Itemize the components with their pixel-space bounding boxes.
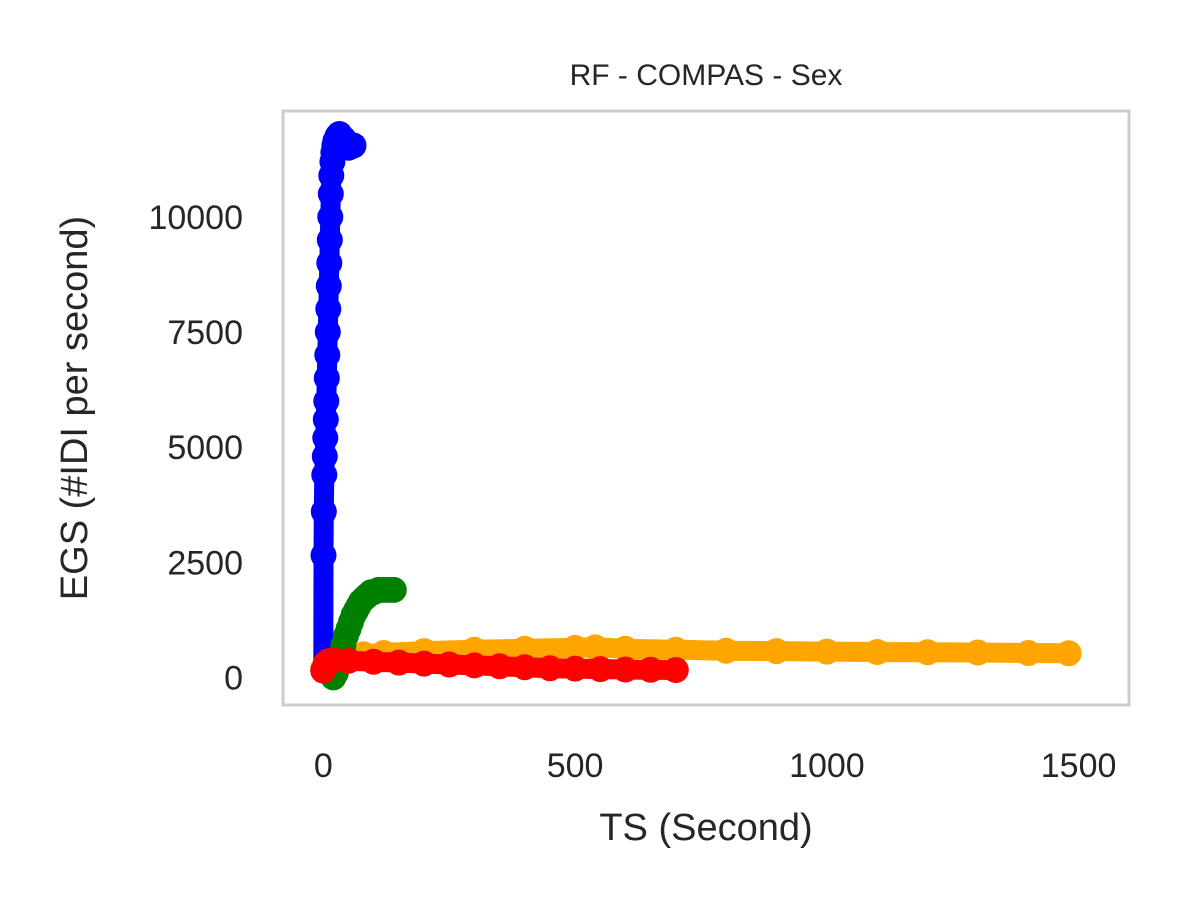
series-3-point: [436, 651, 463, 678]
series-1-point: [340, 132, 367, 159]
series-1-point: [310, 542, 337, 569]
series-1-point: [316, 250, 343, 276]
y-tick-labels: 0 2500 5000 7500 10000: [148, 199, 243, 698]
x-tick-labels: 0 500 1000 1500: [314, 747, 1117, 785]
series-1-point: [313, 365, 340, 392]
series-3-point: [587, 656, 614, 683]
series-3-point: [511, 654, 538, 681]
series-0-point: [582, 634, 609, 661]
series-3-point: [461, 652, 488, 679]
series-0-point: [813, 638, 840, 665]
y-axis-label: EGS (#IDI per second): [54, 216, 96, 600]
series-0-point: [612, 635, 639, 662]
series-0-point: [1055, 640, 1082, 667]
y-tick-label: 7500: [167, 314, 243, 352]
series-3-point: [612, 656, 639, 683]
series-0-point: [713, 637, 740, 664]
series-1-point: [314, 342, 341, 368]
series-3-point: [662, 657, 689, 683]
series-1-point: [315, 273, 342, 299]
series-3-point: [536, 655, 563, 682]
x-tick-label: 1000: [789, 747, 865, 785]
y-tick-label: 5000: [167, 429, 243, 467]
series-3-point: [385, 649, 412, 676]
x-tick-label: 1500: [1041, 747, 1117, 785]
series-0-point: [763, 638, 790, 665]
series-0-point: [511, 635, 538, 662]
series-layer: [310, 121, 1082, 691]
series-3-point: [486, 653, 513, 680]
y-tick-label: 2500: [167, 544, 243, 582]
series-1-point: [310, 498, 337, 525]
series-2-point: [380, 576, 407, 603]
series-3-point: [562, 655, 589, 682]
series-3-point: [360, 648, 387, 675]
x-tick-label: 0: [314, 747, 333, 785]
chart-title: RF - COMPAS - Sex: [570, 59, 843, 92]
series-0-point: [914, 639, 941, 666]
series-1-point: [314, 319, 341, 345]
series-1-point: [313, 388, 340, 415]
series-3-point: [637, 656, 664, 683]
series-1-point: [312, 424, 339, 451]
x-tick-label: 500: [547, 747, 604, 785]
series-1-point: [316, 226, 343, 253]
x-axis-label: TS (Second): [599, 807, 812, 849]
series-0-point: [964, 639, 991, 666]
series-0-point: [864, 639, 891, 665]
series-3-point: [335, 647, 362, 674]
series-1-point: [317, 203, 344, 230]
series-3: [310, 647, 689, 684]
series-0-point: [1015, 640, 1042, 666]
y-tick-label: 10000: [148, 199, 243, 237]
series-3-point: [411, 650, 437, 677]
series-1-point: [312, 406, 339, 433]
y-tick-label: 0: [224, 659, 243, 697]
series-1-point: [311, 461, 338, 488]
series-0-point: [662, 636, 689, 663]
series-1-point: [315, 296, 342, 322]
series-1-point: [311, 443, 338, 470]
series-1-point: [317, 180, 344, 207]
series-0-point: [562, 634, 589, 661]
plot-frame: [281, 109, 1131, 707]
